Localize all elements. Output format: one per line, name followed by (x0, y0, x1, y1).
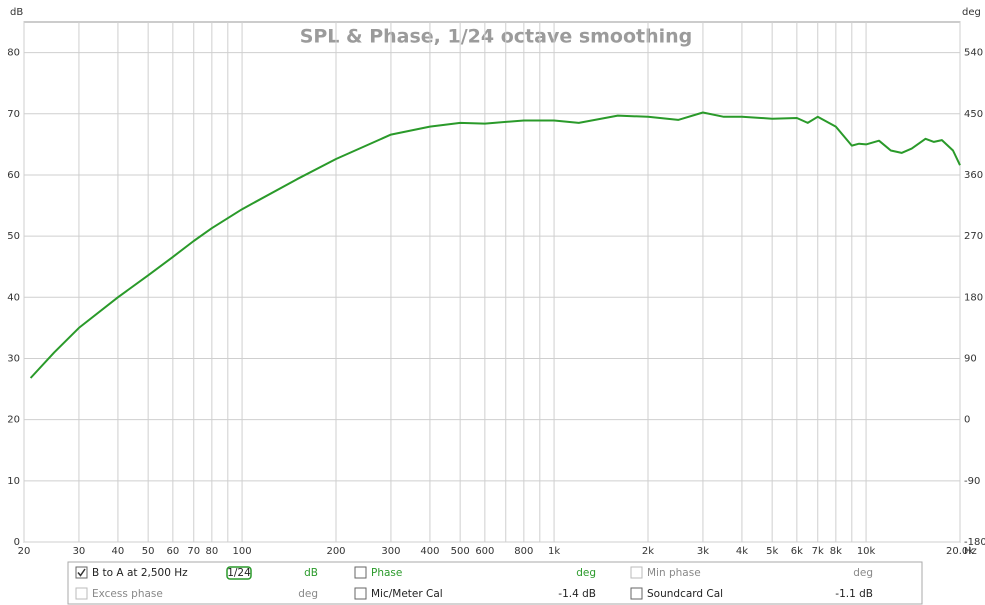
x-tick-label: 600 (475, 546, 494, 557)
y-tick-label: 20 (7, 415, 20, 426)
y-tick-label: 10 (7, 476, 20, 487)
y2-tick-label: 450 (964, 109, 983, 120)
x-tick-label: 70 (187, 546, 200, 557)
y2-tick-label: 540 (964, 48, 983, 59)
x-tick-label: 800 (514, 546, 533, 557)
x-tick-label: 80 (205, 546, 218, 557)
x-tick-label: 7k (812, 546, 824, 557)
trace-label: B to A at 2,500 Hz (92, 567, 188, 579)
y-tick-label: 40 (7, 292, 20, 303)
smoothing-label: 1/24 (227, 567, 251, 579)
checkbox[interactable] (354, 566, 367, 579)
x-tick-label: 400 (420, 546, 439, 557)
checkmark (77, 568, 86, 577)
y2-unit: deg (962, 7, 981, 18)
y-tick-label: 60 (7, 170, 20, 181)
y-tick-label: 50 (7, 231, 20, 242)
y2-tick-label: 270 (964, 231, 983, 242)
control-unit: deg (853, 567, 873, 579)
checkbox[interactable] (630, 587, 643, 600)
x-tick-label: 30 (73, 546, 86, 557)
plot-area (23, 21, 961, 543)
y-tick-label: 30 (7, 353, 20, 364)
trace-unit: dB (304, 567, 318, 579)
checkbox (630, 566, 643, 579)
control-unit: deg (576, 567, 596, 579)
x-tick-label: 100 (233, 546, 252, 557)
x-tick-label: 500 (451, 546, 470, 557)
control-label: Soundcard Cal (647, 588, 723, 600)
control-label: Excess phase (92, 588, 163, 600)
x-tick-label: 50 (142, 546, 155, 557)
x-tick-label: 8k (830, 546, 842, 557)
x-tick-label: 3k (697, 546, 709, 557)
x-tick-label: 300 (381, 546, 400, 557)
control-panel (67, 561, 923, 605)
x-tick-label: 200 (326, 546, 345, 557)
control-unit: -1.4 dB (558, 588, 596, 600)
checkbox[interactable] (75, 566, 88, 579)
y2-tick-label: 180 (964, 292, 983, 303)
x-tick-label: 4k (736, 546, 748, 557)
x-tick-label: 5k (766, 546, 778, 557)
x-tick-label: 1k (548, 546, 560, 557)
y-tick-label: 70 (7, 109, 20, 120)
y2-tick-label: 0 (964, 415, 970, 426)
y-tick-label: 0 (14, 537, 20, 548)
x-unit: Hz (964, 546, 977, 557)
x-tick-label: 20.0k (946, 546, 974, 557)
x-tick-label: 20 (18, 546, 31, 557)
x-tick-label: 6k (791, 546, 803, 557)
control-label: Mic/Meter Cal (371, 588, 443, 600)
spl-line (29, 111, 961, 379)
chart-title: SPL & Phase, 1/24 octave smoothing (300, 26, 693, 48)
control-unit: -1.1 dB (835, 588, 873, 600)
checkbox (75, 587, 88, 600)
x-tick-label: 60 (166, 546, 179, 557)
y-tick-label: 80 (7, 48, 20, 59)
x-tick-label: 2k (642, 546, 654, 557)
control-unit: deg (298, 588, 318, 600)
control-label: Phase (371, 567, 402, 579)
checkbox[interactable] (354, 587, 367, 600)
y2-tick-label: 360 (964, 170, 983, 181)
y-unit: dB (10, 7, 23, 18)
x-tick-label: 10k (857, 546, 876, 557)
control-label: Min phase (647, 567, 701, 579)
x-tick-label: 40 (112, 546, 125, 557)
y2-tick-label: -180 (964, 537, 985, 548)
smoothing-box[interactable] (226, 566, 252, 580)
y2-tick-label: 90 (964, 353, 977, 364)
y2-tick-label: -90 (964, 476, 980, 487)
